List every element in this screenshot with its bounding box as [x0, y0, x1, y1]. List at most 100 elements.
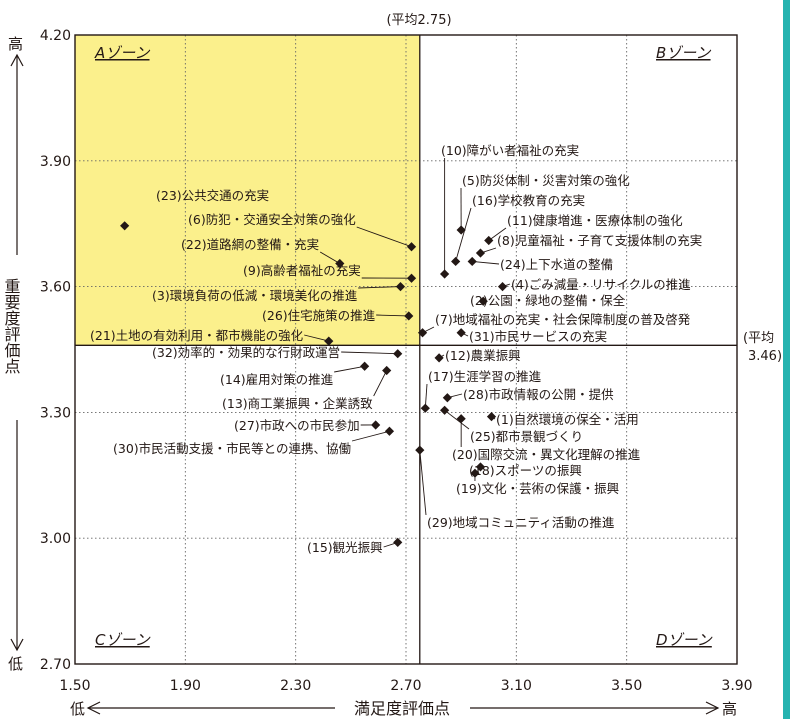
data-label: (21)土地の有効利用・都市機能の強化 [90, 328, 304, 343]
data-label: (24)上下水道の整備 [500, 257, 613, 272]
data-labels: (23)公共交通の充実 (6)防犯・交通安全対策の強化 (22)道路網の整備・充実 (… [90, 143, 702, 555]
zone-b-label: Bゾーン [656, 44, 712, 62]
y-tick-label: 3.90 [40, 154, 71, 170]
data-label: (19)文化・芸術の保護・振興 [456, 481, 619, 496]
data-label: (31)市民サービスの充実 [469, 329, 607, 344]
x-tick-label: 1.90 [170, 678, 201, 694]
y-arrow-up-head [10, 53, 24, 67]
mean-x-label: (平均2.75) [386, 13, 451, 28]
data-point [393, 537, 403, 547]
data-point [442, 393, 452, 403]
plot-frame [74, 34, 738, 665]
data-label: (6)防犯・交通安全対策の強化 [188, 212, 356, 227]
data-label: (23)公共交通の充実 [156, 188, 269, 203]
data-label: (12)農業振興 [445, 348, 521, 363]
leader-line [488, 227, 507, 241]
data-point [478, 296, 488, 306]
data-point [393, 349, 403, 359]
data-label: (7)地域福祉の充実・社会保障制度の普及啓発 [435, 312, 691, 327]
leader-line [341, 351, 398, 355]
x-tick-label: 2.30 [280, 678, 311, 694]
x-tick-label: 1.50 [59, 678, 90, 694]
x-arrow-right-head [705, 701, 720, 715]
data-point [456, 225, 466, 235]
y-tick-labels: 2.70 3.00 3.30 3.60 3.90 4.20 [40, 28, 71, 673]
data-label: (11)健康増進・医療体制の強化 [507, 213, 683, 228]
y-tick-label: 3.00 [40, 531, 71, 547]
data-point [406, 273, 417, 283]
zone-a-label: Aゾーン [94, 44, 151, 62]
data-label: (26)住宅施策の推進 [262, 308, 376, 323]
x-tick-label: 3.50 [611, 678, 642, 694]
data-label: (4)ごみ減量・リサイクルの推進 [511, 277, 691, 292]
leader-line [419, 450, 427, 516]
data-point [456, 414, 466, 424]
data-point [467, 256, 477, 267]
mean-y-label-line2: 3.46) [748, 349, 782, 364]
data-label: (22)道路網の整備・充実 [181, 237, 319, 252]
data-label: (13)商工業振興・企業誘致 [222, 396, 373, 411]
data-point [417, 328, 428, 338]
leader-line [334, 365, 365, 373]
data-point [451, 256, 461, 267]
data-point [475, 248, 486, 258]
y-tick-label: 3.30 [40, 405, 71, 421]
x-axis-title: 満足度評価点 [354, 699, 450, 718]
data-point [470, 468, 480, 478]
data-point [475, 462, 486, 472]
data-label: (3)環境負荷の低減・環境美化の推進 [152, 288, 358, 303]
leader-line [356, 226, 412, 248]
data-point [120, 221, 130, 231]
data-label: (14)雇用対策の推進 [220, 372, 334, 387]
data-point [384, 426, 395, 436]
leader-line [358, 286, 401, 289]
data-point [434, 353, 444, 363]
data-label: (32)効率的・効果的な行財政運営 [152, 345, 340, 360]
data-point [324, 336, 334, 346]
data-point [335, 258, 345, 269]
data-label: (1)自然環境の保全・活用 [496, 412, 639, 427]
data-label: (29)地域コミュニティ活動の推進 [427, 515, 615, 530]
data-point [484, 235, 494, 246]
data-label: (20)国際交流・異文化理解の推進 [452, 447, 641, 462]
leader-line [444, 409, 470, 430]
zone-d-label: Dゾーン [656, 631, 713, 649]
data-label: (18)スポーツの振興 [469, 463, 582, 478]
data-label: (30)市民活動支援・市民等との連携、協働 [113, 441, 351, 456]
data-point [486, 411, 497, 422]
page-edge-stripe [783, 0, 790, 719]
data-point [404, 311, 414, 321]
data-label: (8)児童福祉・子育て支援体制の充実 [497, 233, 702, 248]
leader-line [351, 430, 390, 442]
x-high-label: 高 [722, 700, 737, 718]
y-tick-label: 4.20 [40, 28, 71, 44]
data-points [120, 221, 508, 547]
data-point [497, 282, 508, 292]
y-tick-label: 3.60 [40, 280, 71, 296]
x-tick-label: 2.70 [390, 678, 421, 694]
data-point [360, 361, 370, 371]
x-tick-labels: 1.50 1.90 2.30 2.70 3.10 3.50 3.90 [59, 678, 752, 694]
data-point [371, 420, 381, 430]
data-point [440, 405, 450, 415]
y-high-label: 高 [8, 35, 23, 53]
data-point [382, 365, 392, 376]
data-label: (9)高齢者福祉の充実 [243, 263, 361, 278]
y-arrow-down-head [10, 638, 24, 652]
data-label: (28)市政情報の公開・提供 [463, 387, 614, 402]
leader-line [373, 370, 388, 397]
y-tick-label: 2.70 [40, 657, 71, 673]
x-arrow-left-head [86, 701, 101, 715]
zone-c-label: Cゾーン [95, 631, 151, 649]
x-low-label: 低 [70, 700, 85, 718]
leader-line [455, 207, 472, 262]
data-point [456, 328, 466, 338]
leader-line [472, 260, 500, 265]
leader-line [304, 334, 329, 342]
zone-a-highlight [75, 35, 420, 346]
data-point [420, 403, 430, 413]
x-tick-label: 3.90 [721, 678, 752, 694]
data-label: (10)障がい者福祉の充実 [441, 143, 579, 158]
grid-lines [75, 35, 737, 664]
data-label: (5)防災体制・災害対策の強化 [462, 173, 630, 188]
